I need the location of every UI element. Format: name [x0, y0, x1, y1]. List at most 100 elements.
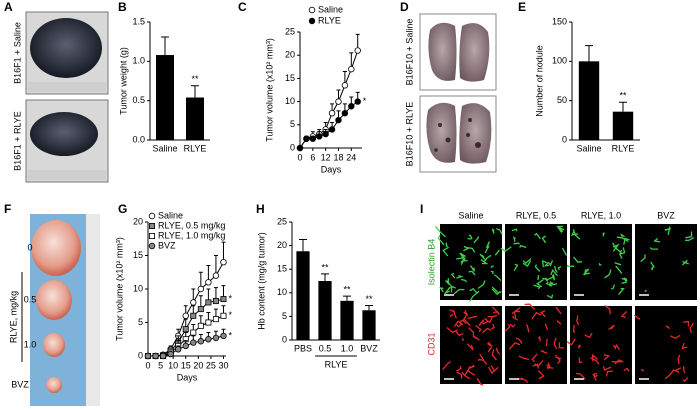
bar: [612, 111, 634, 140]
legend-marker: [308, 17, 316, 25]
legend-label: Saline: [158, 210, 183, 220]
x-axis-label: Days: [321, 164, 342, 174]
panel-letter: E: [518, 0, 526, 14]
y-tick-label: 15: [285, 73, 295, 83]
x-tick-label: 12: [321, 152, 331, 162]
y-axis-label: Number of nodule: [534, 45, 544, 117]
point: [328, 126, 336, 133]
point: [159, 352, 167, 360]
point: [182, 342, 189, 350]
x-tick-label: 15: [181, 360, 191, 370]
x-tick-label: BVZ: [360, 343, 378, 353]
error-bar: [299, 238, 307, 252]
chart-e: E 0 50 100 150 Number of nodule Saline ** RLYE: [518, 0, 640, 153]
point: [144, 352, 152, 360]
y-tick-label: 25: [285, 26, 295, 36]
y-tick-label: 0: [562, 134, 567, 144]
legend-marker: [148, 242, 156, 250]
vessel-stain: [566, 305, 630, 381]
error-bar: [343, 295, 351, 301]
legend-marker: [148, 232, 155, 239]
bar: [340, 300, 354, 340]
point: [167, 350, 174, 358]
vessel-stain: [435, 226, 503, 302]
point: [335, 98, 342, 105]
point: [212, 334, 220, 342]
photo-label: B16F1 + RLYE: [12, 111, 22, 171]
y-tick-label: 15: [133, 250, 143, 260]
y-tick-label: 0.5: [132, 95, 145, 105]
error-bar: [365, 305, 373, 311]
photo-axis-label: RLYE, mg/kg: [8, 291, 18, 343]
legend-marker: [308, 6, 316, 14]
point: [212, 272, 220, 279]
significance: **: [321, 262, 329, 272]
y-tick-label: 0: [290, 142, 295, 152]
vessel-stain: [634, 314, 694, 383]
panel-letter: B: [118, 0, 127, 14]
point: [220, 312, 227, 319]
column-label: RLYE, 0.5: [516, 210, 556, 220]
point: [341, 109, 349, 117]
column-label: BVZ: [657, 210, 675, 220]
photo-label: B16F10 + RLYE: [404, 102, 414, 167]
point: [190, 312, 197, 319]
point: [205, 279, 212, 286]
legend-label: RLYE, 0.5 mg/kg: [158, 220, 225, 230]
x-axis-label: Days: [177, 372, 198, 382]
vessel-stain: [500, 225, 567, 299]
point: [182, 312, 189, 319]
photo-label: BVZ: [11, 379, 29, 389]
x-tick-label: 18: [333, 152, 343, 162]
error-bar: [191, 85, 199, 98]
y-tick-label: 5: [290, 119, 295, 129]
photo-label: B16F10 + Saline: [404, 19, 414, 86]
photo-f: [21, 214, 100, 406]
x-tick-label: 0: [297, 152, 302, 162]
x-tick-label: 5: [158, 360, 163, 370]
point: [197, 338, 205, 345]
y-tick-label: 0: [282, 334, 287, 344]
significance: **: [191, 74, 199, 84]
significance: **: [343, 284, 351, 294]
y-axis-label: Hb content (mg/g tumor): [256, 232, 266, 330]
point: [205, 299, 212, 306]
point: [354, 47, 361, 54]
point: [182, 326, 189, 333]
x-tick-label: 10: [168, 360, 178, 370]
vessel-stain: [640, 226, 695, 293]
x-tick-label: RLYE: [184, 143, 207, 153]
legend-label: BVZ: [158, 240, 176, 250]
point: [328, 109, 336, 117]
vessel-stain: [442, 306, 501, 386]
x-tick-label: 1.0: [341, 343, 354, 353]
y-tick-label: 15: [277, 264, 287, 274]
point: [152, 352, 159, 360]
vessel-stain: [504, 303, 565, 383]
photo-label: 0.5: [24, 294, 37, 304]
point: [190, 339, 197, 346]
bar: [296, 251, 310, 340]
series-line: [299, 101, 359, 149]
x-tick-label: 24: [346, 152, 356, 162]
error-bar: [221, 241, 226, 263]
photo-d: [419, 13, 497, 173]
point: [174, 346, 182, 353]
error-bar: [585, 45, 593, 62]
x-tick-label: 25: [206, 360, 216, 370]
chart-h: H 0 5 10 15 20 25 Hb content (mg/g tumor) PBS ** 0…: [256, 202, 380, 369]
x-tick-label: 20: [193, 360, 203, 370]
point: [348, 65, 355, 73]
y-tick-label: 10: [133, 283, 143, 293]
row-label: CD31: [426, 332, 436, 355]
point: [212, 298, 219, 305]
y-tick-label: 10: [277, 287, 287, 297]
column-label: Saline: [458, 210, 483, 220]
legend-label: Saline: [318, 4, 343, 14]
group-label: RLYE: [325, 359, 348, 369]
bar: [318, 281, 332, 340]
significance: *: [363, 96, 367, 106]
significance: *: [228, 330, 232, 340]
